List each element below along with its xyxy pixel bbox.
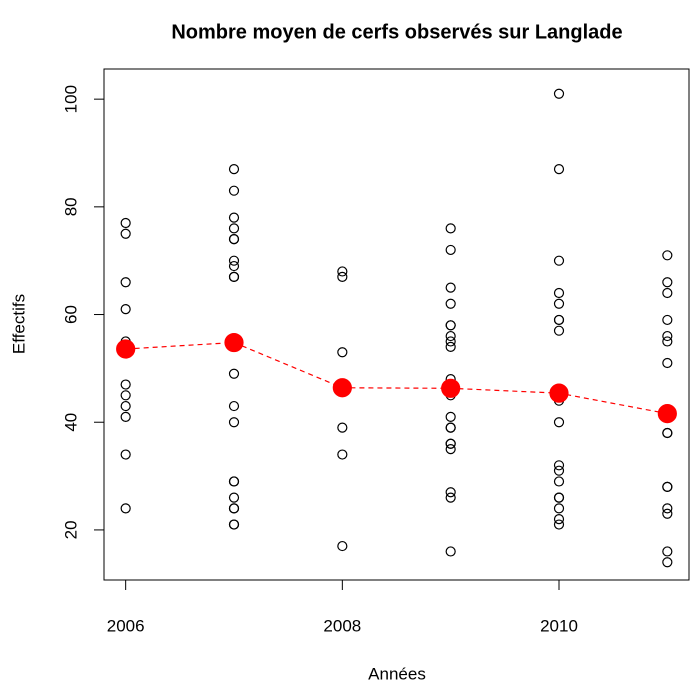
observation-point xyxy=(553,255,565,266)
observation-point xyxy=(445,444,456,455)
observation-point xyxy=(120,228,131,239)
observation-point xyxy=(553,465,565,476)
observation-point xyxy=(662,250,673,261)
mean-point xyxy=(332,378,352,398)
observation-point xyxy=(662,357,673,369)
observation-point xyxy=(662,336,673,347)
observation-point xyxy=(553,476,565,487)
y-tick-label: 60 xyxy=(61,305,80,324)
mean-point xyxy=(224,332,244,353)
observation-point xyxy=(553,325,565,336)
y-tick-label: 100 xyxy=(61,85,80,113)
observation-point xyxy=(662,330,673,342)
observation-point xyxy=(228,417,240,428)
observation-point xyxy=(553,514,565,525)
observation-point xyxy=(662,503,673,514)
plot-frame xyxy=(103,68,690,581)
mean-point xyxy=(116,339,136,359)
observation-point xyxy=(662,427,673,439)
observation-point xyxy=(553,88,565,99)
observation-point xyxy=(553,287,565,299)
observation-point xyxy=(120,411,131,422)
observation-point xyxy=(553,519,565,530)
chart-title: Nombre moyen de cerfs observés sur Langl… xyxy=(171,21,622,43)
observation-point xyxy=(228,400,240,412)
observation-point xyxy=(228,476,240,487)
y-tick-label: 40 xyxy=(61,413,80,432)
observation-point xyxy=(445,492,456,503)
observation-point xyxy=(445,422,456,433)
observation-point xyxy=(337,266,348,277)
observation-point xyxy=(228,519,240,530)
observation-point xyxy=(445,298,456,309)
observation-point xyxy=(337,422,348,433)
observation-point xyxy=(445,336,456,347)
observation-point xyxy=(228,185,240,196)
observation-point xyxy=(228,492,240,503)
observation-point xyxy=(553,492,565,503)
observation-point xyxy=(228,212,240,223)
observation-point xyxy=(553,164,565,175)
observation-point xyxy=(662,277,673,288)
observation-point xyxy=(553,460,565,471)
x-tick-label: 2008 xyxy=(323,616,361,635)
mean-point xyxy=(441,378,461,398)
observation-point xyxy=(553,417,565,428)
observation-point xyxy=(120,449,131,460)
observation-point xyxy=(445,438,456,449)
observation-point xyxy=(120,379,131,390)
observation-point xyxy=(120,390,131,401)
x-tick-label: 2010 xyxy=(540,616,578,635)
observation-point xyxy=(337,271,348,282)
y-axis-label: Effectifs xyxy=(9,294,28,354)
observation-point xyxy=(445,341,456,352)
observation-point xyxy=(228,271,240,282)
observation-point xyxy=(662,481,673,492)
observation-point xyxy=(662,287,673,299)
observation-point xyxy=(662,546,673,557)
observation-point xyxy=(120,277,131,288)
observation-point xyxy=(120,503,131,514)
mean-point xyxy=(657,404,677,424)
observation-point xyxy=(445,223,456,234)
mean-point xyxy=(549,383,569,403)
observation-point xyxy=(445,320,456,331)
observation-point xyxy=(228,223,240,234)
observation-point xyxy=(337,540,348,552)
observation-point xyxy=(228,255,240,266)
observation-point xyxy=(228,260,240,272)
observation-point xyxy=(120,304,131,315)
observation-point xyxy=(553,314,565,326)
x-tick-label: 2006 xyxy=(107,616,145,635)
y-tick-label: 80 xyxy=(61,197,80,216)
observation-point xyxy=(337,449,348,460)
observation-point xyxy=(445,244,456,256)
mean-line xyxy=(125,341,668,415)
observation-point xyxy=(662,314,673,326)
x-axis-label: Années xyxy=(368,664,426,682)
observation-point xyxy=(553,298,565,309)
observation-point xyxy=(337,347,348,358)
observation-point xyxy=(120,217,131,229)
y-tick-label: 20 xyxy=(61,520,80,539)
observation-point xyxy=(228,234,240,245)
observation-point xyxy=(228,164,240,175)
observation-point xyxy=(662,508,673,519)
observation-point xyxy=(228,368,240,379)
observation-point xyxy=(445,546,456,557)
observation-point xyxy=(445,282,456,293)
observation-point xyxy=(445,411,456,422)
observation-point xyxy=(120,400,131,412)
observation-point xyxy=(445,330,456,342)
observation-point xyxy=(445,487,456,498)
observation-point xyxy=(228,503,240,514)
observation-point xyxy=(553,503,565,514)
observation-point xyxy=(662,557,673,568)
